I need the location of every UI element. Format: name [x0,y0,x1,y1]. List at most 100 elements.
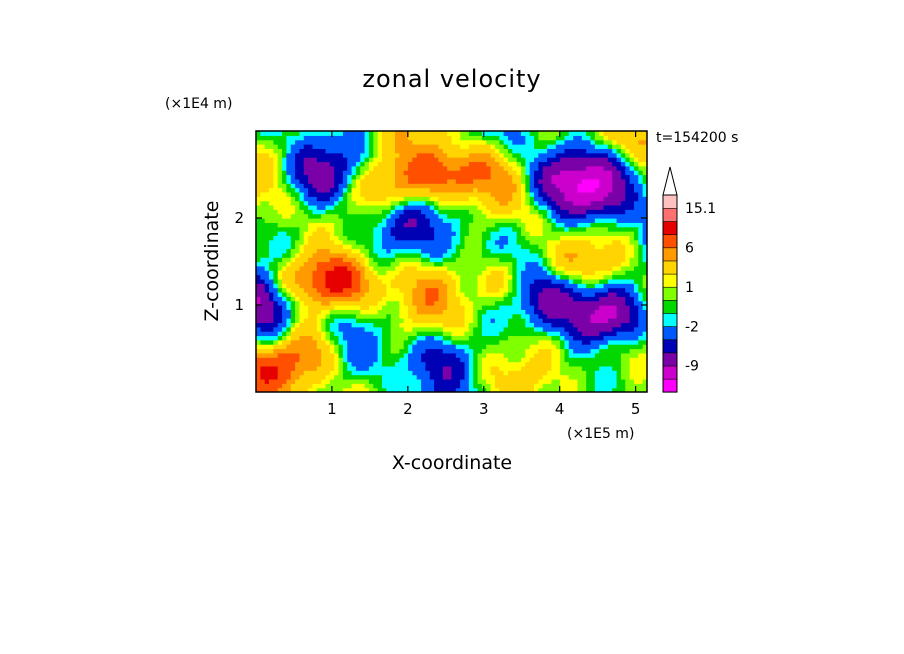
field-cell [321,326,327,332]
field-cell [560,135,566,141]
field-cell [355,191,361,197]
field-cell [342,213,348,219]
field-cell [590,335,596,341]
field-cell [481,161,487,167]
field-cell [464,361,470,367]
field-cell [334,131,340,136]
field-cell [581,144,587,149]
field-cell [425,309,431,315]
field-cell [269,261,274,267]
field-cell [329,305,335,310]
field-cell [386,322,392,328]
field-cell [447,261,453,267]
field-cell [408,265,413,271]
field-cell [521,387,526,392]
field-cell [560,231,566,236]
field-cell [516,187,522,193]
field-cell [438,322,444,328]
field-cell [525,204,531,210]
field-cell [607,183,613,189]
field-cell [442,305,448,310]
field-cell [503,204,509,210]
field-cell [464,331,470,337]
field-cell [512,352,518,358]
field-cell [303,218,309,223]
field-cell [512,344,518,350]
field-cell [425,191,431,197]
field-cell [403,200,409,206]
field-cell [325,139,331,145]
field-cell [264,213,270,219]
field-cell [416,378,422,384]
field-cell [551,300,557,306]
field-cell [486,174,492,180]
field-cell [507,265,513,271]
field-cell [560,144,566,149]
field-cell [477,252,483,258]
field-cell [499,352,505,358]
field-cell [586,261,592,267]
field-cell [581,300,587,306]
field-cell [377,318,383,323]
field-cell [399,235,405,241]
field-cell [290,296,296,302]
field-cell [538,144,544,149]
field-cell [377,274,383,280]
field-cell [338,370,344,376]
field-cell [586,161,592,167]
field-cell [516,326,522,332]
field-cell [538,183,544,189]
field-cell [577,278,583,284]
field-cell [447,278,453,284]
field-cell [538,200,544,206]
field-cell [542,322,548,328]
field-cell [573,326,579,332]
field-cell [329,265,335,271]
field-cell [551,213,557,219]
field-cell [364,157,370,163]
field-cell [542,344,548,350]
field-cell [381,378,387,384]
field-cell [416,287,422,293]
field-cell [542,226,548,232]
field-cell [269,152,274,158]
field-cell [381,235,387,241]
field-cell [338,344,344,350]
field-cell [316,231,322,236]
field-cell [282,144,288,149]
field-cell [490,165,496,171]
field-cell [486,226,492,232]
field-cell [542,383,548,389]
field-cell [290,383,296,389]
field-cell [494,161,500,167]
field-cell [560,305,566,310]
field-cell [542,261,548,267]
field-cell [256,283,261,289]
field-cell [364,374,370,380]
field-cell [529,235,535,241]
field-cell [512,387,518,392]
field-cell [338,152,344,158]
field-cell [338,244,344,250]
field-cell [321,248,327,254]
field-cell [408,313,413,319]
field-cell [429,261,435,267]
field-cell [429,265,435,271]
field-cell [534,183,539,189]
field-cell [438,374,444,380]
field-cell [525,383,531,389]
field-cell [416,204,422,210]
field-cell [338,331,344,337]
field-cell [503,213,509,219]
field-cell [590,274,596,280]
field-cell [434,148,440,154]
field-cell [403,318,409,323]
field-cell [568,326,574,332]
field-cell [269,178,274,184]
field-cell [599,248,605,254]
field-cell [303,291,309,297]
field-cell [438,265,444,271]
field-cell [577,135,583,141]
field-cell [303,270,309,276]
field-cell [347,274,353,280]
